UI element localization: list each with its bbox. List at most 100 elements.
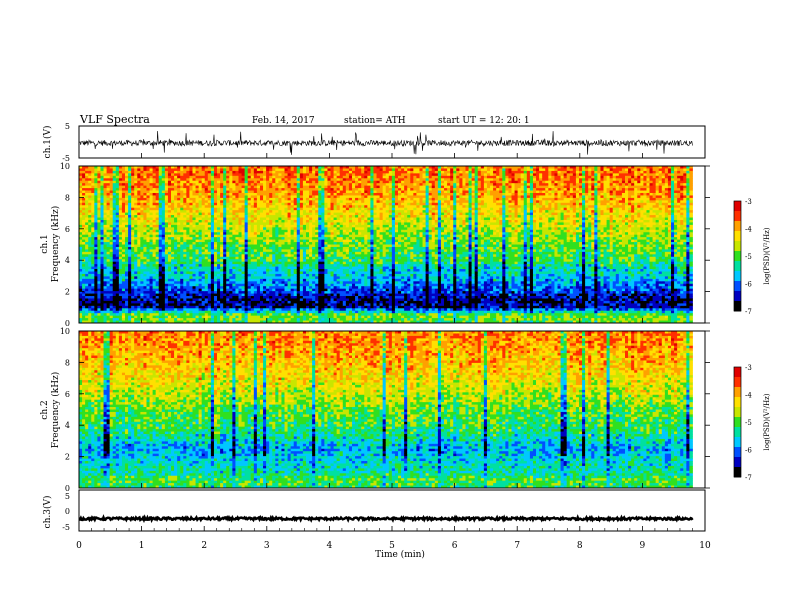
spectrogram-cell: [174, 173, 177, 176]
spectrogram-cell: [113, 240, 116, 243]
spectrogram-cell: [156, 235, 159, 238]
spectrogram-cell: [97, 267, 100, 270]
spectrogram-cell: [183, 220, 186, 223]
spectrogram-cell: [189, 210, 192, 213]
spectrogram-cell: [288, 294, 291, 297]
spectrogram-cell: [196, 198, 199, 201]
spectrogram-cell: [208, 218, 211, 221]
spectrogram-cell: [88, 173, 91, 176]
spectrogram-cell: [97, 222, 100, 225]
spectrogram-cell: [125, 311, 128, 314]
spectrogram-cell: [162, 176, 165, 179]
spectrogram-cell: [269, 296, 272, 299]
spectrogram-cell: [223, 171, 226, 174]
spectrogram-cell: [165, 220, 168, 223]
spectrogram-cell: [257, 186, 260, 189]
spectrogram-cell: [171, 235, 174, 238]
spectrogram-cell: [260, 259, 263, 262]
spectrogram-cell: [220, 318, 223, 321]
spectrogram-cell: [85, 257, 88, 260]
spectrogram-cell: [208, 274, 211, 277]
spectrogram-cell: [137, 205, 140, 208]
spectrogram-cell: [196, 264, 199, 267]
spectrogram-cell: [266, 249, 269, 252]
spectrogram-cell: [214, 178, 217, 181]
spectrogram-cell: [162, 205, 165, 208]
spectrogram-cell: [174, 218, 177, 221]
spectrogram-cell: [312, 173, 315, 176]
spectrogram-cell: [297, 181, 300, 184]
spectrogram-cell: [100, 301, 103, 304]
spectrogram-cell: [119, 225, 122, 228]
spectrogram-cell: [88, 181, 91, 184]
spectrogram-cell: [192, 254, 195, 257]
spectrogram-cell: [153, 289, 156, 292]
spectrogram-cell: [168, 168, 171, 171]
spectrogram-cell: [134, 281, 137, 284]
spectrogram-cell: [189, 215, 192, 218]
spectrogram-cell: [180, 249, 183, 252]
spectrogram-cell: [128, 237, 131, 240]
spectrogram-cell: [306, 298, 309, 301]
spectrogram-cell: [208, 311, 211, 314]
spectrogram-cell: [143, 252, 146, 255]
spectrogram-cell: [128, 316, 131, 319]
spectrogram-cell: [131, 289, 134, 292]
spectrogram-cell: [281, 318, 284, 321]
spectrogram-cell: [245, 303, 248, 306]
spectrogram-cell: [134, 178, 137, 181]
spectrogram-cell: [156, 230, 159, 233]
spectrogram-cell: [312, 259, 315, 262]
spectrogram-cell: [288, 222, 291, 225]
spectrogram-cell: [162, 276, 165, 279]
spectrogram-cell: [107, 215, 110, 218]
spectrogram-cell: [150, 183, 153, 186]
spectrogram-cell: [146, 203, 149, 206]
spectrogram-cell: [171, 257, 174, 260]
spectrogram-cell: [180, 247, 183, 250]
spectrogram-cell: [242, 249, 245, 252]
spectrogram-cell: [119, 301, 122, 304]
spectrogram-cell: [275, 271, 278, 274]
spectrogram-cell: [266, 311, 269, 314]
spectrogram-cell: [177, 240, 180, 243]
spectrogram-cell: [153, 291, 156, 294]
spectrogram-cell: [104, 240, 107, 243]
spectrogram-cell: [235, 193, 238, 196]
spectrogram-cell: [288, 240, 291, 243]
spectrogram-cell: [91, 262, 94, 265]
spectrogram-cell: [257, 259, 260, 262]
spectrogram-cell: [266, 301, 269, 304]
spectrogram-cell: [140, 210, 143, 213]
spectrogram-cell: [288, 308, 291, 311]
spectrogram-cell: [137, 245, 140, 248]
spectrogram-cell: [229, 242, 232, 245]
spectrogram-cell: [122, 279, 125, 282]
spectrogram-cell: [235, 276, 238, 279]
spectrogram-cell: [91, 168, 94, 171]
spectrogram-cell: [100, 303, 103, 306]
spectrogram-cell: [202, 240, 205, 243]
spectrogram-cell: [110, 281, 113, 284]
spectrogram-cell: [278, 222, 281, 225]
spectrogram-cell: [245, 181, 248, 184]
spectrogram-cell: [146, 264, 149, 267]
spectrogram-cell: [239, 259, 242, 262]
spectrogram-cell: [174, 186, 177, 189]
spectrogram-cell: [159, 294, 162, 297]
spectrogram-cell: [110, 218, 113, 221]
spectrogram-cell: [128, 235, 131, 238]
spectrogram-cell: [150, 257, 153, 260]
spectrogram-cell: [306, 286, 309, 289]
spectrogram-cell: [119, 303, 122, 306]
spectrogram-cell: [263, 171, 266, 174]
spectrogram-cell: [281, 301, 284, 304]
spectrogram-cell: [156, 284, 159, 287]
spectrogram-cell: [97, 203, 100, 206]
spectrogram-cell: [97, 176, 100, 179]
spectrogram-cell: [128, 225, 131, 228]
spectrogram-cell: [119, 276, 122, 279]
spectrogram-cell: [153, 186, 156, 189]
spectrogram-cell: [140, 284, 143, 287]
spectrogram-cell: [226, 291, 229, 294]
